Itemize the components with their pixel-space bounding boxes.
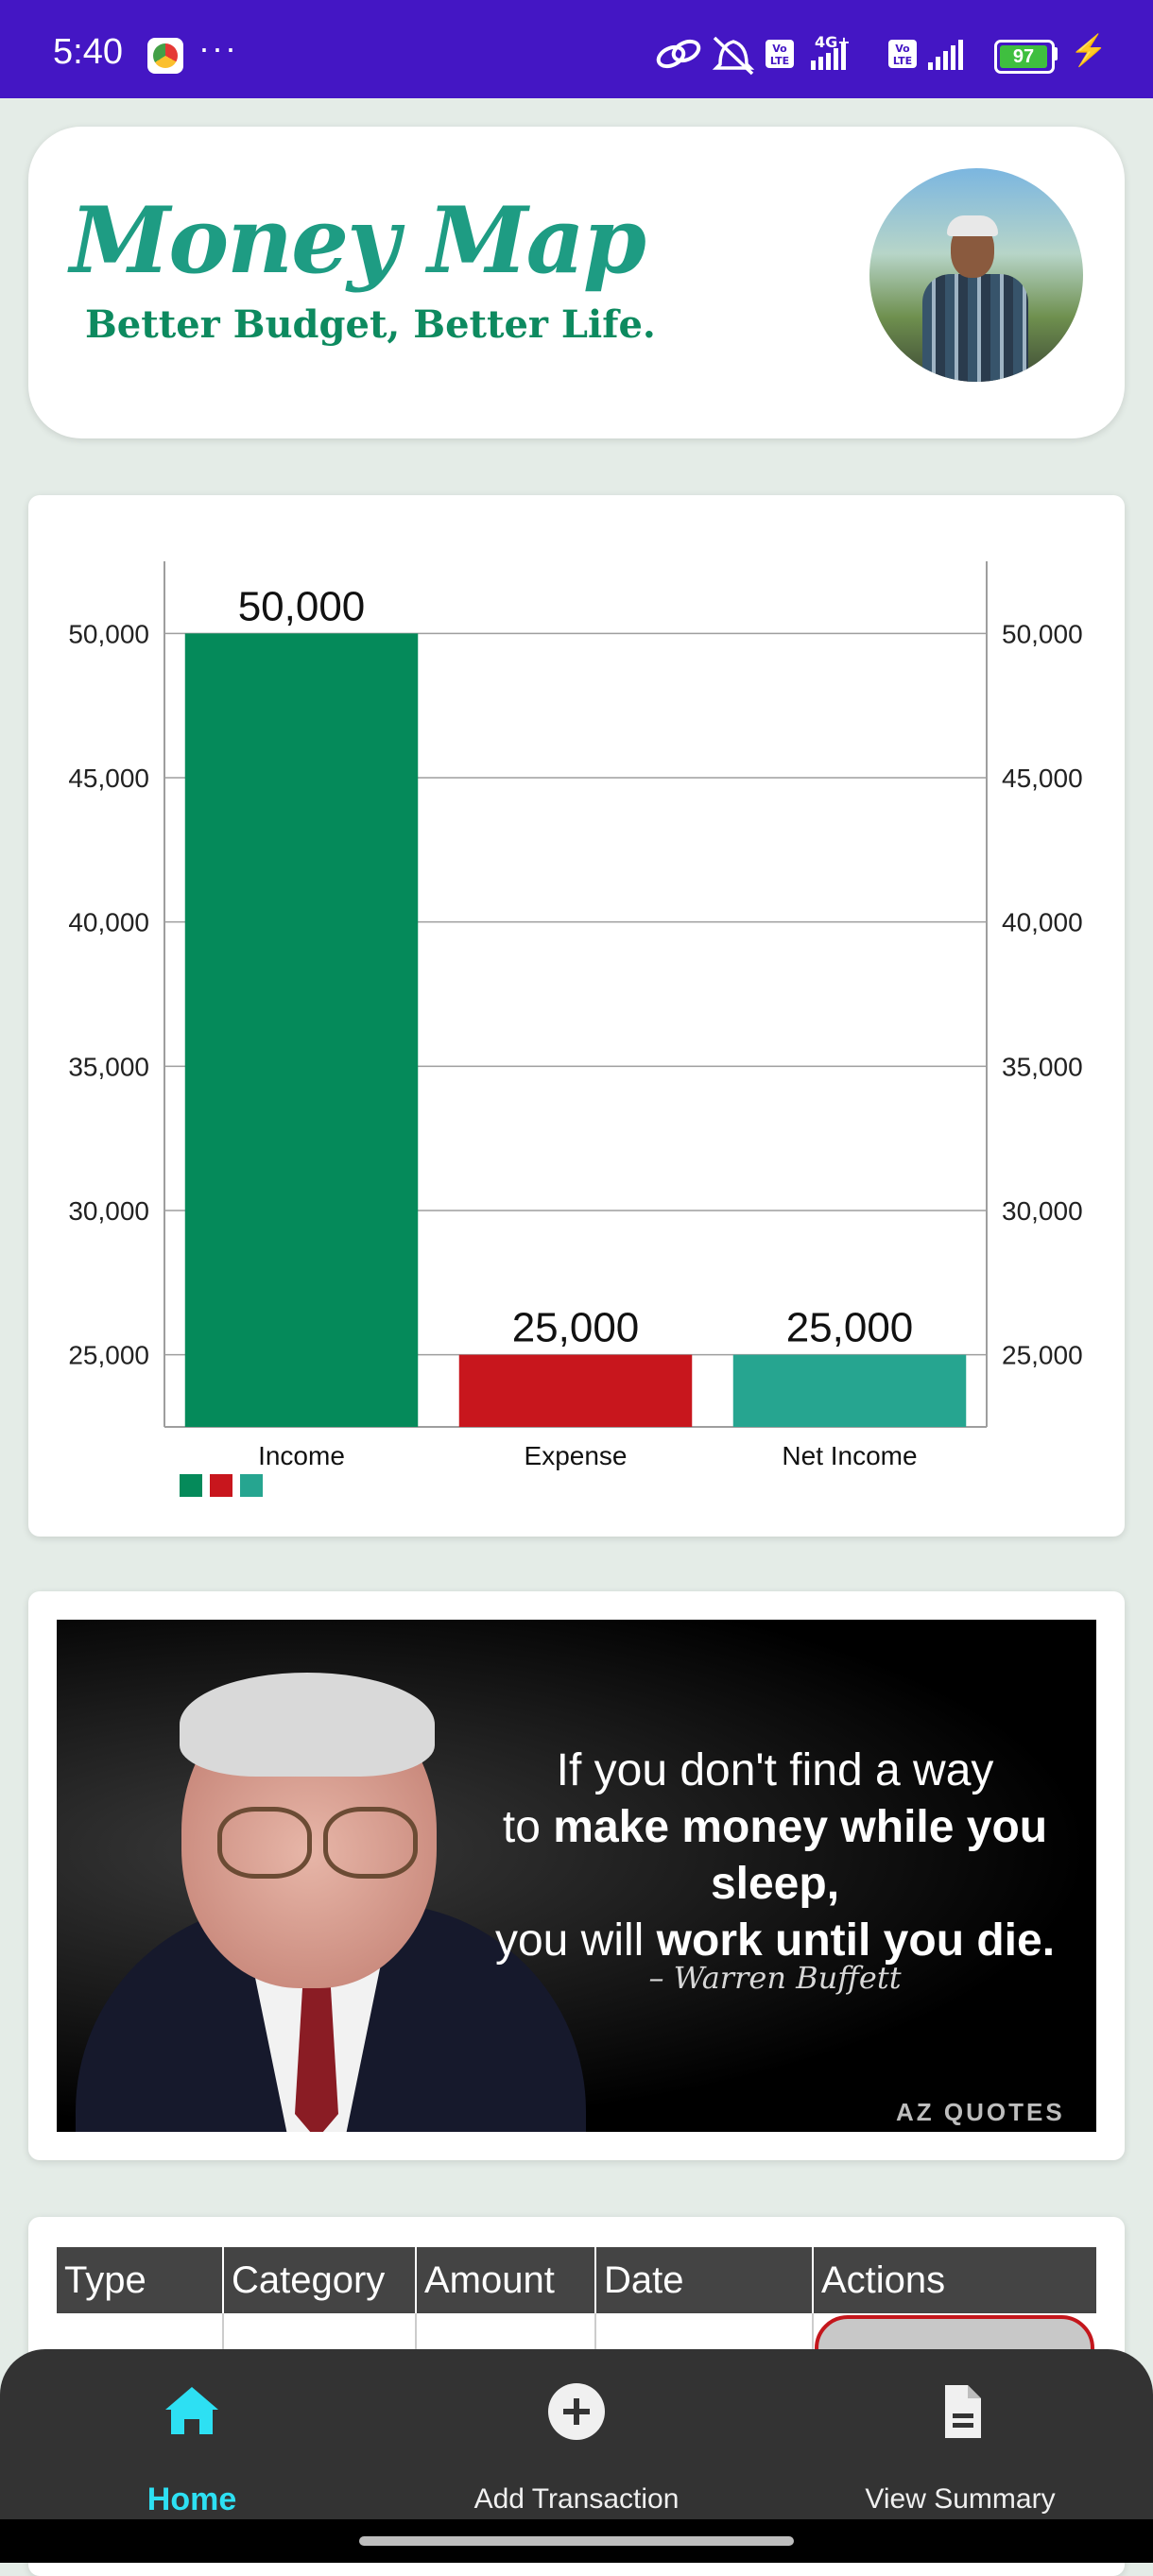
- quote-line-1: If you don't find a way: [556, 1745, 994, 1795]
- legend-swatch: [240, 1474, 263, 1497]
- chrome-icon: [147, 38, 183, 74]
- data-label: 50,000: [238, 583, 366, 629]
- person-hair: [180, 1673, 435, 1777]
- y-tick-label-left: 30,000: [68, 1196, 149, 1226]
- signal-icon: [928, 40, 963, 70]
- legend-swatch: [210, 1474, 232, 1497]
- column-header-actions: Actions: [813, 2247, 1096, 2313]
- quote-image: If you don't find a way to make money wh…: [57, 1620, 1096, 2132]
- transactions-table: Type Category Amount Date Actions: [57, 2247, 1096, 2353]
- gesture-handle[interactable]: [359, 2536, 794, 2546]
- status-bar: 5:40 ··· Vo LTE 4G+ Vo LTE 97 ⚡: [0, 0, 1153, 98]
- quote-text: If you don't find a way to make money wh…: [463, 1743, 1087, 1969]
- chart-card: 25,000 25,000 30,000 30,000 35,000 35,000 40,0…: [28, 495, 1125, 1537]
- svg-text:Vo: Vo: [895, 43, 910, 55]
- more-notifications-icon: ···: [198, 28, 238, 67]
- avatar-cap: [947, 215, 998, 236]
- y-tick-label-left: 40,000: [68, 908, 149, 937]
- add-circle-icon: [548, 2383, 605, 2440]
- nav-add-label: Add Transaction: [473, 2483, 680, 2515]
- table-row: [57, 2313, 1096, 2353]
- battery-level: 97: [1000, 45, 1047, 68]
- app-title: Money Map: [70, 187, 646, 294]
- header-card: Money Map Better Budget, Better Life.: [28, 127, 1125, 438]
- svg-text:Vo: Vo: [772, 43, 787, 55]
- svg-text:LTE: LTE: [893, 55, 912, 67]
- x-tick-label: Expense: [525, 1441, 628, 1470]
- x-tick-label: Net Income: [782, 1441, 917, 1470]
- glasses-right: [323, 1807, 418, 1879]
- nav-home[interactable]: Home: [3, 2372, 381, 2542]
- x-tick-label: Income: [258, 1441, 345, 1470]
- y-tick-label-right: 50,000: [1002, 619, 1083, 648]
- bar: [732, 1354, 967, 1427]
- data-label: 25,000: [512, 1305, 640, 1351]
- y-tick-label-left: 45,000: [68, 764, 149, 793]
- y-tick-label-left: 50,000: [68, 619, 149, 648]
- svg-text:LTE: LTE: [770, 55, 789, 67]
- quote-line-3: you will work until you die.: [494, 1915, 1056, 1966]
- y-tick-label-right: 40,000: [1002, 908, 1083, 937]
- battery-cap: [1053, 47, 1058, 60]
- person-tie: [295, 1969, 338, 2132]
- quote-author: – Warren Buffett: [648, 1960, 902, 1996]
- column-header-date: Date: [595, 2247, 814, 2313]
- bell-off-icon: [712, 36, 755, 76]
- y-tick-label-right: 35,000: [1002, 1052, 1083, 1081]
- nav-summary-label: View Summary: [865, 2483, 1056, 2515]
- home-icon: [165, 2387, 218, 2434]
- y-tick-label-left: 25,000: [68, 1341, 149, 1370]
- glasses-left: [217, 1807, 312, 1879]
- legend-swatch: [180, 1474, 202, 1497]
- y-tick-label-right: 45,000: [1002, 764, 1083, 793]
- quote-line-2: to make money while you sleep,: [502, 1802, 1048, 1909]
- status-time: 5:40: [53, 32, 123, 72]
- bar: [184, 633, 419, 1427]
- y-tick-label-right: 25,000: [1002, 1341, 1083, 1370]
- y-tick-label-left: 35,000: [68, 1052, 149, 1081]
- data-label: 25,000: [786, 1305, 914, 1351]
- quote-card: If you don't find a way to make money wh…: [28, 1591, 1125, 2160]
- column-header-type: Type: [57, 2247, 224, 2313]
- column-header-amount: Amount: [416, 2247, 596, 2313]
- quote-brand-logo: AZ QUOTES: [896, 2098, 1065, 2126]
- charging-icon: ⚡: [1070, 33, 1108, 67]
- battery-icon: 97: [994, 40, 1055, 74]
- y-tick-label-right: 30,000: [1002, 1196, 1083, 1226]
- nav-view-summary[interactable]: View Summary: [771, 2372, 1149, 2542]
- signal-icon: [811, 42, 846, 70]
- table-header-row: Type Category Amount Date Actions: [57, 2247, 1096, 2313]
- app-subtitle: Better Budget, Better Life.: [85, 302, 656, 347]
- avatar[interactable]: [869, 168, 1083, 382]
- status-icons: Vo LTE 4G+ Vo LTE: [656, 33, 963, 76]
- nav-home-label: Home: [146, 2482, 237, 2517]
- column-header-category: Category: [223, 2247, 417, 2313]
- nav-add-transaction[interactable]: Add Transaction: [387, 2372, 766, 2542]
- bar: [458, 1354, 693, 1427]
- bar-chart: 25,000 25,000 30,000 30,000 35,000 35,000 40,0…: [68, 561, 1083, 1497]
- avatar-body: [922, 274, 1028, 382]
- document-icon: [945, 2385, 981, 2438]
- link-icon: [656, 39, 701, 69]
